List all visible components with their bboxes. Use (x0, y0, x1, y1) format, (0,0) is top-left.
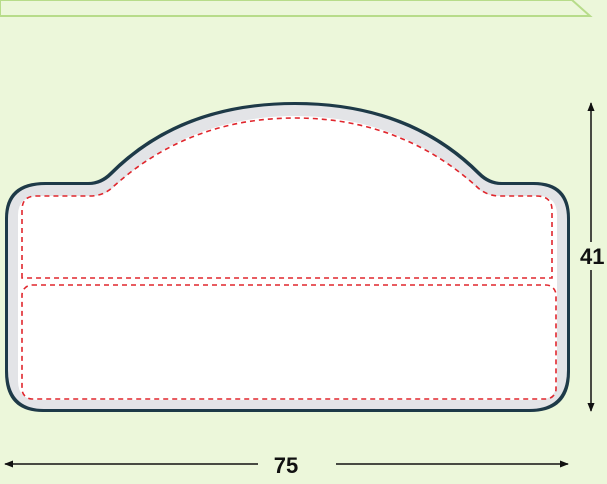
height-label: 41 (580, 244, 604, 269)
header-strip (0, 0, 593, 17)
plate-face (18, 116, 557, 400)
safety-line-lower (21, 284, 557, 400)
safety-line-upper (21, 117, 553, 279)
height-label-backdrop (577, 242, 607, 270)
width-label: 75 (274, 453, 298, 478)
